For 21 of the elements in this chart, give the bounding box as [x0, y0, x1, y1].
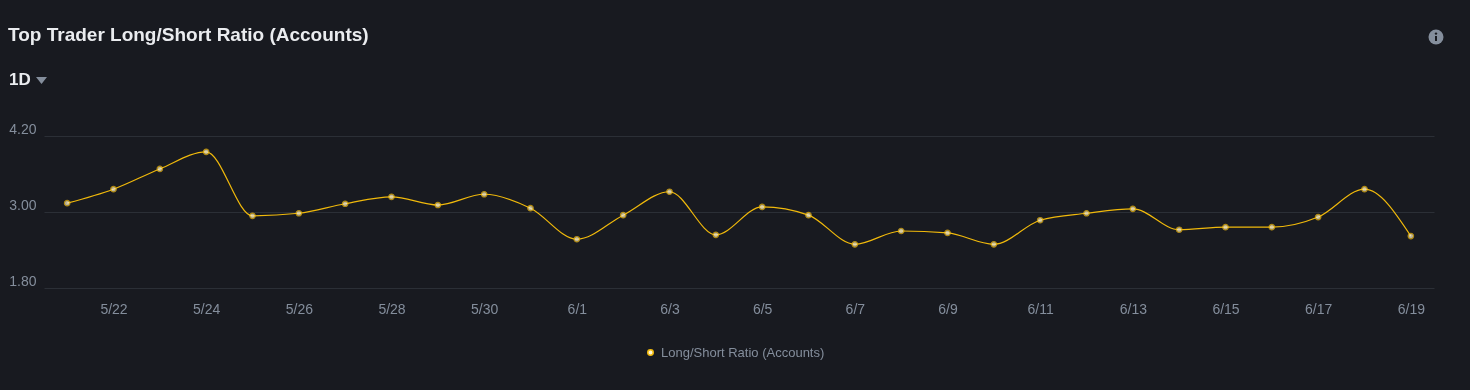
legend-label: Long/Short Ratio (Accounts)	[661, 344, 825, 360]
x-tick-label: 5/26	[285, 300, 314, 317]
y-tick-label: 4.20	[9, 120, 37, 137]
x-tick-label: 6/9	[938, 300, 958, 317]
x-tick-label: 6/13	[1119, 300, 1148, 317]
x-tick-label: 6/19	[1397, 300, 1426, 317]
x-tick-label: 6/17	[1305, 300, 1333, 317]
x-tick-label: 6/1	[567, 300, 588, 317]
x-tick-label: 5/28	[378, 300, 406, 317]
x-tick-label: 6/15	[1212, 300, 1240, 317]
x-tick-label: 6/7	[845, 300, 866, 317]
x-tick-label: 5/30	[471, 300, 499, 317]
x-tick-label: 5/22	[100, 300, 128, 317]
x-tick-label: 6/3	[660, 300, 680, 317]
x-tick-label: 6/11	[1027, 300, 1054, 317]
text: 1D	[9, 70, 31, 90]
x-tick-label: 5/24	[193, 300, 221, 317]
y-tick-label: 1.80	[9, 272, 37, 289]
x-tick-label: 6/5	[752, 300, 773, 317]
y-tick-label: 3.00	[9, 196, 37, 213]
chart-title: Top Trader Long/Short Ratio (Accounts)	[8, 24, 369, 46]
